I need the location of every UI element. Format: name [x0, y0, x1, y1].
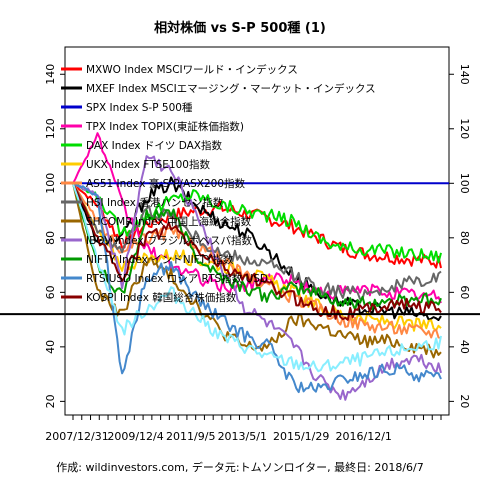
chart-caption: 作成: wildinvestors.com, データ元:トムソンロイター, 最終… [56, 460, 423, 474]
legend-label: TPX Index TOPIX(東証株価指数) [85, 120, 244, 133]
y-tick-label-left: 80 [44, 231, 57, 245]
legend-label: MXWO Index MSCIワールド・インデックス [86, 63, 298, 76]
y-tick-label-left: 100 [44, 173, 57, 194]
legend-label: IBOV Index ブラジルボベスパ指数 [86, 234, 252, 247]
legend-label: HSI Index 香港ハンセン指数 [86, 196, 224, 209]
legend-label: KOSPI Index 韓国総合株価指数 [86, 291, 237, 304]
x-tick-label: 2011/9/5 [166, 430, 215, 443]
series-line [72, 182, 442, 264]
x-tick-label: 2016/12/1 [336, 430, 392, 443]
series-line [72, 183, 442, 311]
y-tick-label-right: 100 [458, 173, 471, 194]
y-tick-label-right: 20 [458, 394, 471, 408]
legend-label: DAX Index ドイツ DAX指数 [86, 139, 222, 152]
y-tick-label-right: 60 [458, 285, 471, 299]
legend-label: MXEF Index MSCIエマージング・マーケット・インデックス [86, 82, 376, 95]
legend-label: RTSIUSD Index ロシア RTS指数 USD [86, 272, 268, 285]
y-tick-label-right: 120 [458, 118, 471, 139]
y-tick-label-left: 40 [44, 340, 57, 354]
series-line [72, 182, 442, 394]
y-tick-label-left: 140 [44, 64, 57, 85]
legend-label: NIFTY Index インドNIFTY指数 [86, 253, 234, 266]
x-tick-label: 2009/12/4 [107, 430, 163, 443]
legend-label: AS51 Index 豪 S-P/ASX200指数 [86, 177, 246, 190]
series-lines [72, 132, 442, 401]
legend-label: UKX Index FTSE100指数 [86, 158, 210, 171]
y-tick-label-right: 40 [458, 340, 471, 354]
reference-lines [0, 182, 480, 316]
y-tick-label-left: 120 [44, 118, 57, 139]
legend-label: SHCOMP Index 中国上海総合指数 [86, 215, 252, 228]
y-tick-label-left: 60 [44, 285, 57, 299]
x-tick-label: 2013/5/1 [218, 430, 267, 443]
series-line [72, 182, 442, 321]
y-tick-label-right: 140 [458, 64, 471, 85]
x-tick-label: 2015/1/29 [273, 430, 329, 443]
legend-label: SPX Index S-P 500種 [86, 101, 193, 114]
x-tick-label: 2007/12/31 [45, 430, 108, 443]
series-line [72, 182, 442, 373]
y-tick-label-left: 20 [44, 394, 57, 408]
y-tick-label-right: 80 [458, 231, 471, 245]
axes: 20 20 40 40 60 60 80 80 100 100 120 120 140 140 2007/1… [44, 64, 471, 443]
chart-title: 相対株価 vs S-P 500種 (1) [154, 20, 326, 36]
legend: MXWO Index MSCIワールド・インデックス MXEF Index MSC… [61, 63, 376, 304]
